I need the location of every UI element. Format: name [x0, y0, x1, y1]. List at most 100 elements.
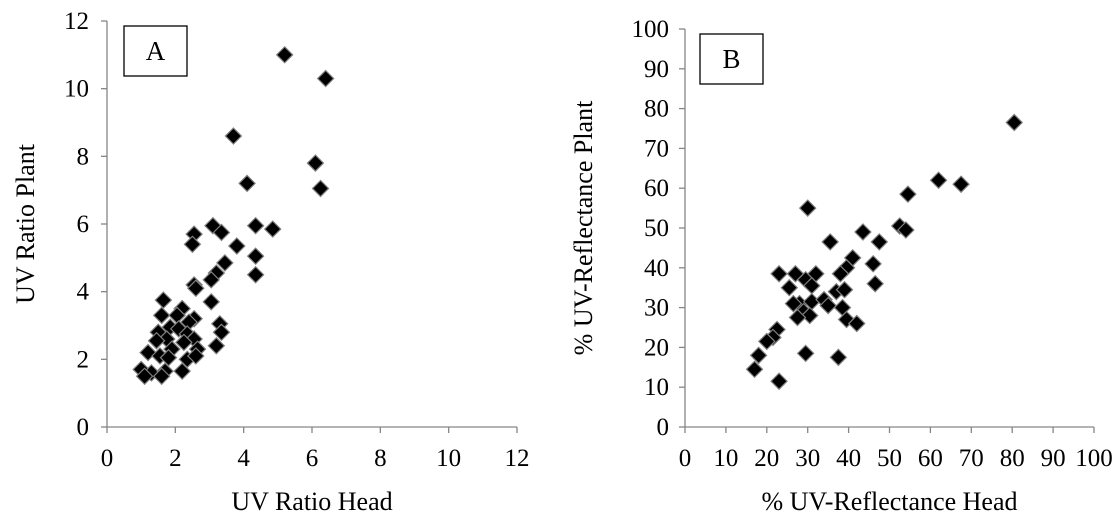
panel-a-data-point [246, 216, 265, 235]
panel-b-y-tick-label: 90 [644, 56, 669, 83]
panel-b-y-tick-label: 40 [644, 255, 669, 282]
panel-b-data-point [745, 360, 764, 379]
panel-b-x-tick-label: 80 [1000, 445, 1025, 472]
panel-a-y-tick-label: 10 [64, 76, 89, 103]
panel-b-data-point [770, 372, 788, 391]
panel-b-y-axis-title: % UV-Reflectance Plant [569, 100, 598, 355]
panel-a-x-tick-label: 4 [237, 445, 250, 472]
panel-b-data-point [835, 280, 854, 299]
panel-b-data-point [897, 221, 915, 239]
panel-b-x-tick-label: 50 [877, 445, 902, 472]
panel-b-x-tick-label: 20 [754, 445, 779, 472]
panel-a-data-point [175, 333, 193, 352]
panel-b-data-point [870, 233, 889, 251]
panel-b-data-point [829, 348, 848, 367]
panel-b-scatter-plot: 0 10 20 30 40 50 60 70 80 90 100 0 10 20 30 40 50 60 70 80 9… [569, 16, 1113, 516]
panel-b-data-point [749, 346, 768, 365]
panel-b-data-point [798, 199, 817, 217]
panel-b-data-point [864, 254, 882, 273]
panel-a-data-point [275, 45, 294, 64]
panel-a-data-point [207, 336, 226, 355]
panel-b-data-point [800, 306, 819, 325]
panel-a-data-point [173, 362, 192, 381]
panel-b-data-point [952, 175, 970, 194]
panel-b-data-point [854, 223, 872, 241]
panel-b-x-tick-label: 60 [918, 445, 943, 472]
panel-b-data-point [784, 294, 803, 313]
panel-b-data-point [1005, 113, 1024, 132]
panel-b-data-point [899, 185, 917, 204]
panel-b-data-point [866, 274, 885, 293]
panel-a-data-point [186, 347, 205, 365]
panel-b-y-tick-label: 10 [644, 374, 669, 401]
panel-a-x-tick-label: 12 [505, 445, 530, 472]
panel-a-data-point [311, 179, 330, 198]
panel-b-data-point [819, 296, 837, 315]
panel-a-data-point [186, 279, 205, 298]
panel-b-y-tick-label: 20 [644, 334, 669, 361]
panel-a-data-point [216, 254, 234, 272]
panel-b-label: B [722, 44, 740, 74]
panel-b-data-point [831, 264, 850, 283]
panel-a-data-point [159, 348, 178, 367]
panel-a-x-tick-label: 0 [101, 445, 114, 472]
panel-b-data-point [929, 171, 948, 190]
panel-b-x-axis-title: % UV-Reflectance Head [761, 487, 1017, 516]
panel-a-x-tick-label: 8 [374, 445, 387, 472]
panel-a-data-point [238, 174, 256, 193]
panel-b-y-tick-label: 30 [644, 295, 669, 322]
panel-a-data-point [263, 220, 282, 238]
panel-b-data-point [847, 314, 866, 333]
panel-b-data-point [821, 233, 840, 251]
panel-b-data-point [788, 308, 807, 327]
panel-a-data-point [246, 247, 265, 265]
panel-a-data-point [212, 323, 231, 342]
panel-b-x-tick-label: 10 [713, 445, 738, 472]
panel-b-data-point [770, 264, 788, 283]
panel-a-data-point [154, 291, 173, 309]
panel-b-x-tick-label: 90 [1041, 445, 1066, 472]
panel-b-x-tick-label: 30 [795, 445, 820, 472]
panel-a-y-tick-label: 6 [77, 211, 90, 238]
panel-b-x-tick-label: 0 [679, 445, 692, 472]
panel-a-y-tick-label: 4 [77, 279, 90, 306]
panel-a-data-point [316, 69, 335, 88]
panel-a-x-tick-label: 2 [169, 445, 182, 472]
panel-a-y-axis-title: UV Ratio Plant [11, 143, 40, 304]
panel-a-y-tick-label: 8 [77, 143, 90, 170]
panel-a-label: A [146, 36, 166, 66]
panel-a-label-box [123, 25, 188, 77]
panel-a-data-point [147, 331, 166, 350]
panel-a-data-point [306, 154, 325, 172]
panel-b-data-point [757, 332, 776, 351]
panel-a-data-point [246, 265, 265, 284]
panel-b-y-tick-label: 50 [644, 215, 669, 242]
panel-b-x-tick-label: 70 [959, 445, 984, 472]
panel-b-y-tick-label: 60 [644, 175, 669, 202]
panel-a-y-tick-label: 2 [77, 346, 90, 373]
panel-b-y-tick-label: 100 [632, 16, 670, 43]
panel-a-data-point [135, 367, 154, 386]
panel-b-x-tick-label: 40 [836, 445, 861, 472]
panel-a-x-tick-label: 6 [306, 445, 319, 472]
panel-a-data-point [202, 292, 221, 311]
panel-a-data-point [212, 223, 231, 242]
panel-a-data-point [152, 367, 171, 386]
panel-a-x-axis-title: UV Ratio Head [231, 487, 392, 516]
panel-a-data-point [183, 235, 202, 254]
panel-a-scatter-plot: 0 2 4 6 8 10 12 0 2 4 6 8 10 12 UV Ratio Head UV Ratio … [11, 8, 530, 516]
panel-a-x-tick-label: 10 [436, 445, 461, 472]
panel-a-y-tick-label: 12 [64, 8, 89, 35]
panel-a-data-point [227, 237, 246, 255]
panel-b-y-tick-label: 70 [644, 135, 669, 162]
panel-b-data-point [780, 278, 799, 297]
panel-b-y-tick-label: 80 [644, 96, 669, 123]
panel-b-data-point [796, 344, 815, 363]
panel-a-data-point [152, 306, 171, 325]
panel-a-data-point [224, 127, 243, 145]
panel-b-x-tick-label: 100 [1075, 445, 1113, 472]
panel-a-y-tick-label: 0 [77, 414, 90, 441]
panel-b-label-box [699, 33, 764, 85]
panel-b-y-tick-label: 0 [657, 414, 670, 441]
